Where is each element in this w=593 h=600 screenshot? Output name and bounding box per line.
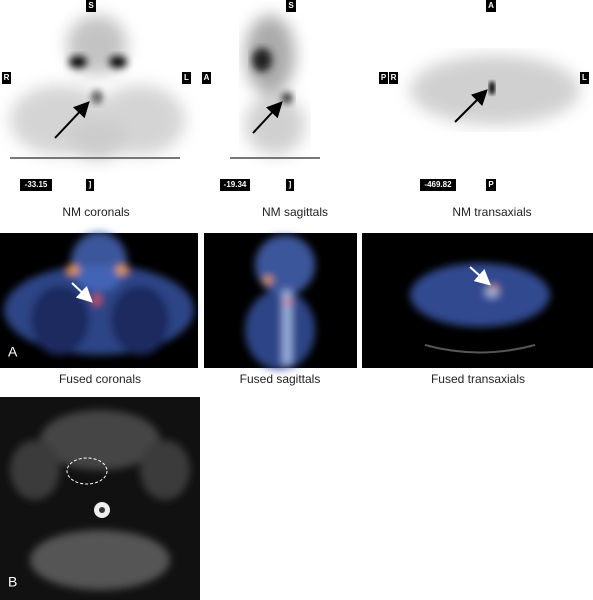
nm-transaxial-image <box>395 0 593 195</box>
value-label: -19.34 <box>224 180 247 189</box>
orientation-label: A <box>204 73 210 82</box>
orientation-label: L <box>582 73 587 82</box>
orientation-label: P <box>381 73 387 82</box>
caption: NM sagittals <box>262 205 328 219</box>
fused-coronal-image <box>0 232 198 368</box>
orientation-label: S <box>88 1 94 10</box>
orientation-label: P <box>488 180 494 189</box>
fused-transaxial-image <box>362 233 593 368</box>
value-label: -33.15 <box>25 180 48 189</box>
nm-coronal-image <box>0 0 195 195</box>
mri-image <box>0 397 200 600</box>
panel-label: A <box>8 344 18 360</box>
caption: Fused sagittals <box>240 372 321 386</box>
orientation-label: ] <box>289 180 292 189</box>
caption: Fused transaxials <box>431 372 525 386</box>
caption: Fused coronals <box>59 372 141 386</box>
orientation-label: A <box>488 1 494 10</box>
orientation-label: R <box>391 73 397 82</box>
orientation-label: S <box>288 1 294 10</box>
panel-label: B <box>8 574 17 590</box>
caption: NM coronals <box>62 205 129 219</box>
fused-sagittal-image <box>204 233 357 370</box>
caption: NM transaxials <box>452 205 531 219</box>
orientation-label: R <box>4 73 10 82</box>
orientation-label: ] <box>89 180 92 189</box>
value-label: -469.82 <box>424 180 452 189</box>
nm-sagittal-image <box>200 0 390 195</box>
orientation-label: L <box>184 73 189 82</box>
